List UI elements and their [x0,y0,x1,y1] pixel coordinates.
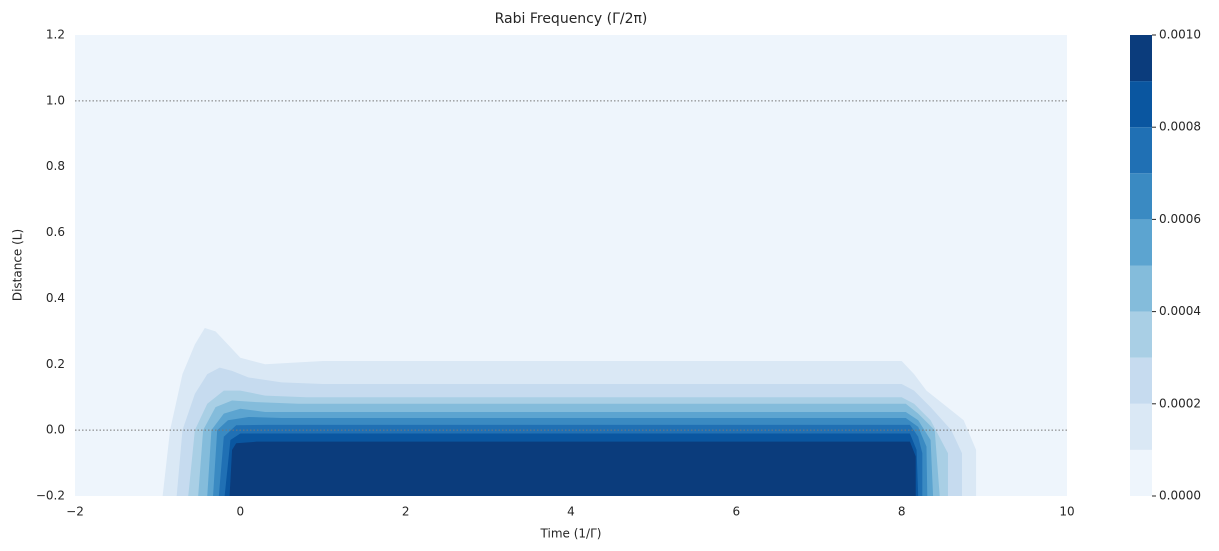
colorbar-segment [1130,81,1152,128]
y-tick-label: 1.0 [46,93,65,107]
x-tick-label: 4 [567,505,575,519]
colorbar-segment [1130,403,1152,450]
x-axis-label: Time (1/Γ) [540,527,602,541]
y-tick-label: 0.0 [46,423,65,437]
x-tick-label: 8 [898,505,906,519]
chart-title: Rabi Frequency (Γ/2π) [495,11,648,27]
y-tick-label: 1.2 [46,28,65,42]
colorbar-tick-label: 0.0000 [1159,489,1201,503]
y-tick-label: 0.4 [46,291,65,305]
x-tick-label: 0 [237,505,245,519]
x-tick-label: 10 [1059,505,1074,519]
colorbar-segment [1130,219,1152,266]
x-tick-label: 6 [733,505,741,519]
colorbar-segment [1130,173,1152,220]
colorbar-segment [1130,357,1152,404]
colorbar-tick-label: 0.0008 [1159,120,1201,134]
colorbar-tick-label: 0.0006 [1159,212,1201,226]
y-tick-label: −0.2 [36,489,65,503]
x-tick-label: 2 [402,505,410,519]
contour-region [229,441,916,496]
colorbar-tick-label: 0.0002 [1159,396,1201,410]
colorbar-tick-label: 0.0010 [1159,28,1201,42]
colorbar-segment [1130,127,1152,174]
colorbar-segment [1130,265,1152,312]
colorbar-segment [1130,449,1152,496]
colorbar-segment [1130,311,1152,358]
y-tick-label: 0.6 [46,225,65,239]
x-tick-label: −2 [66,505,84,519]
y-tick-label: 0.2 [46,357,65,371]
colorbar-tick-label: 0.0004 [1159,304,1201,318]
y-tick-label: 0.8 [46,159,65,173]
y-axis-label: Distance (L) [11,229,25,301]
colorbar-segment [1130,35,1152,82]
